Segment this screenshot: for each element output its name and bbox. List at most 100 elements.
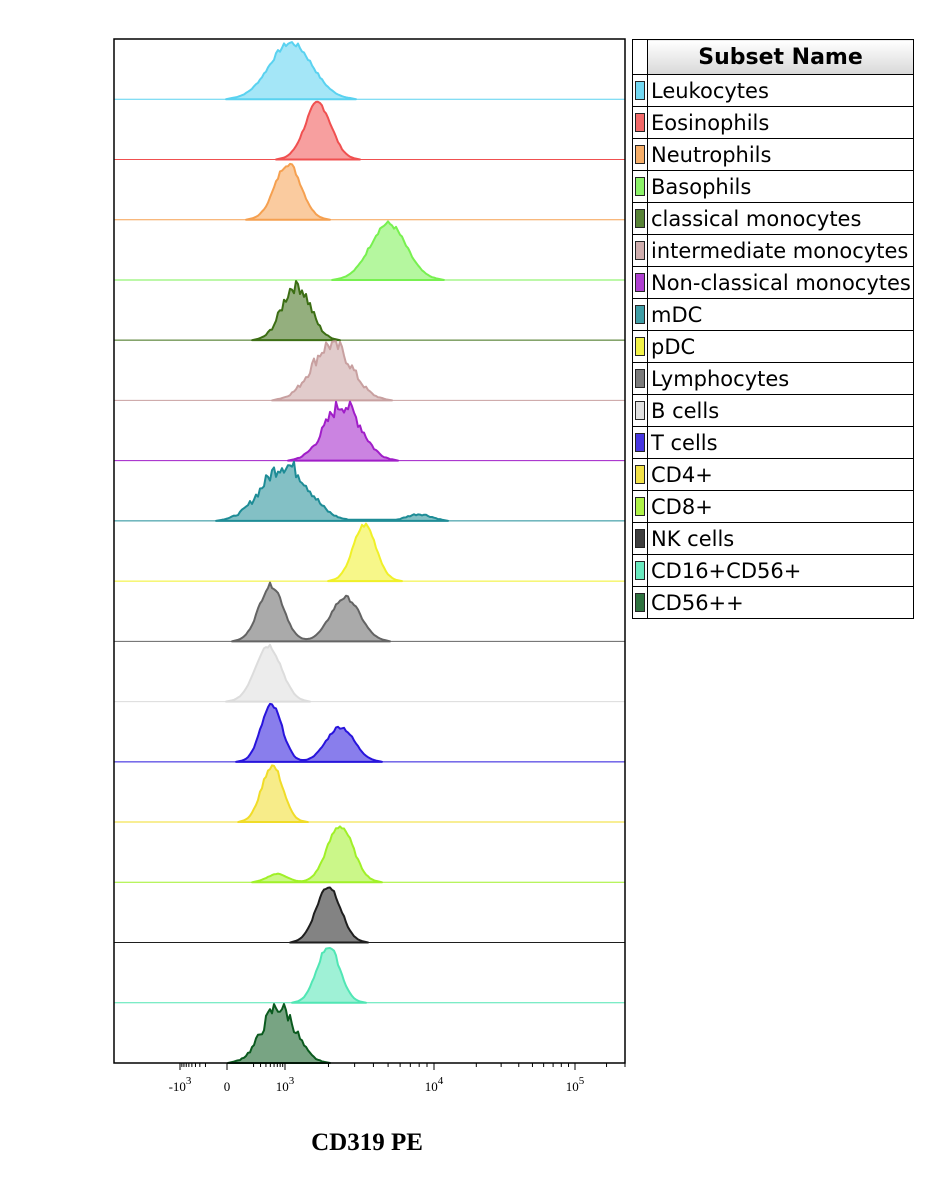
- legend-header-spacer: [632, 39, 648, 75]
- legend-swatch: [635, 273, 645, 292]
- legend-swatch: [635, 369, 645, 388]
- legend-swatch: [635, 81, 645, 100]
- legend-swatch: [635, 465, 645, 484]
- legend-swatch-cell: [632, 330, 648, 363]
- legend-swatch: [635, 209, 645, 228]
- histogram-track: [114, 825, 625, 884]
- legend-swatch-cell: [632, 362, 648, 395]
- legend-swatch-cell: [632, 394, 648, 427]
- legend-swatch-cell: [632, 522, 648, 555]
- legend-swatch: [635, 337, 645, 356]
- histogram-track: [114, 220, 625, 281]
- histogram-nk-cells: [289, 886, 369, 944]
- legend-label: T cells: [647, 426, 914, 459]
- x-tick-label: 103: [276, 1075, 295, 1094]
- histogram-track: [114, 1003, 625, 1064]
- histogram-neutrophils: [245, 162, 331, 221]
- legend-label: Neutrophils: [647, 138, 914, 171]
- legend-swatch-cell: [632, 170, 648, 203]
- histogram-track: [114, 162, 625, 221]
- legend-label: Basophils: [647, 170, 914, 203]
- legend-swatch-cell: [632, 298, 648, 331]
- histogram-tracks: [114, 41, 625, 1064]
- histogram-cd8-: [251, 825, 383, 884]
- legend-swatch: [635, 305, 645, 324]
- legend-row: T cells: [632, 426, 914, 459]
- legend: Subset Name Leukocytes Eosinophils Neutrop…: [632, 39, 914, 619]
- histogram-track: [114, 581, 625, 643]
- histogram-eosinophils: [275, 100, 361, 161]
- legend-swatch: [635, 113, 645, 132]
- legend-row: mDC: [632, 298, 914, 331]
- legend-swatch-cell: [632, 74, 648, 107]
- histogram-cd4-: [237, 764, 309, 824]
- legend-row: Neutrophils: [632, 138, 914, 171]
- legend-swatch: [635, 241, 645, 260]
- x-tick-label: 0: [224, 1079, 231, 1094]
- legend-swatch: [635, 497, 645, 516]
- histogram-lymphocytes: [231, 581, 391, 643]
- legend-swatch-cell: [632, 490, 648, 523]
- legend-swatch-cell: [632, 426, 648, 459]
- histogram-b-cells: [225, 643, 311, 703]
- legend-swatch-cell: [632, 234, 648, 267]
- histogram-leukocytes: [225, 41, 357, 101]
- histogram-mdc: [215, 460, 449, 522]
- legend-swatch: [635, 145, 645, 164]
- legend-row: CD16+CD56+: [632, 554, 914, 587]
- legend-row: CD8+: [632, 490, 914, 523]
- histogram-track: [114, 643, 625, 703]
- histogram-pdc: [327, 522, 403, 583]
- legend-swatch: [635, 433, 645, 452]
- legend-swatch-cell: [632, 266, 648, 299]
- x-tick-label: 104: [425, 1075, 444, 1094]
- histogram-track: [114, 280, 625, 342]
- legend-row: classical monocytes: [632, 202, 914, 235]
- legend-header: Subset Name: [647, 39, 914, 75]
- histogram-track: [114, 947, 625, 1004]
- legend-swatch: [635, 529, 645, 548]
- histogram-track: [114, 522, 625, 583]
- legend-label: classical monocytes: [647, 202, 914, 235]
- legend-swatch: [635, 401, 645, 420]
- histogram-track: [114, 702, 625, 763]
- legend-row: pDC: [632, 330, 914, 363]
- legend-row: Basophils: [632, 170, 914, 203]
- plot-frame: [113, 38, 626, 1064]
- legend-label: B cells: [647, 394, 914, 427]
- legend-label: Non-classical monocytes: [647, 266, 914, 299]
- legend-label: Leukocytes: [647, 74, 914, 107]
- histogram-track: [114, 400, 625, 462]
- legend-label: Lymphocytes: [647, 362, 914, 395]
- legend-swatch-cell: [632, 586, 648, 619]
- histogram-cd16-cd56-: [291, 947, 367, 1004]
- legend-swatch-cell: [632, 202, 648, 235]
- x-axis-title: CD319 PE: [311, 1129, 423, 1156]
- histogram-track: [114, 460, 625, 522]
- histogram-cd56-: [227, 1003, 331, 1064]
- legend-row: Eosinophils: [632, 106, 914, 139]
- x-tick-label: -103: [169, 1075, 192, 1094]
- legend-row: CD56++: [632, 586, 914, 619]
- histogram-non-classical-monocytes: [287, 400, 399, 462]
- legend-label: intermediate monocytes: [647, 234, 914, 267]
- legend-swatch: [635, 177, 645, 196]
- histogram-track: [114, 41, 625, 101]
- legend-label: mDC: [647, 298, 914, 331]
- histogram-t-cells: [235, 702, 383, 763]
- histogram-intermediate-monocytes: [271, 340, 393, 402]
- histogram-track: [114, 886, 625, 944]
- histogram-track: [114, 100, 625, 161]
- legend-swatch-cell: [632, 458, 648, 491]
- histogram-classical-monocytes: [251, 280, 341, 342]
- legend-swatch-cell: [632, 138, 648, 171]
- legend-row: Leukocytes: [632, 74, 914, 107]
- legend-label: Eosinophils: [647, 106, 914, 139]
- x-tick-label: 105: [566, 1075, 585, 1094]
- legend-row: Non-classical monocytes: [632, 266, 914, 299]
- x-axis: -103 0 103 104 105: [169, 1063, 626, 1094]
- histogram-track: [114, 340, 625, 402]
- legend-row: B cells: [632, 394, 914, 427]
- legend-swatch: [635, 561, 645, 580]
